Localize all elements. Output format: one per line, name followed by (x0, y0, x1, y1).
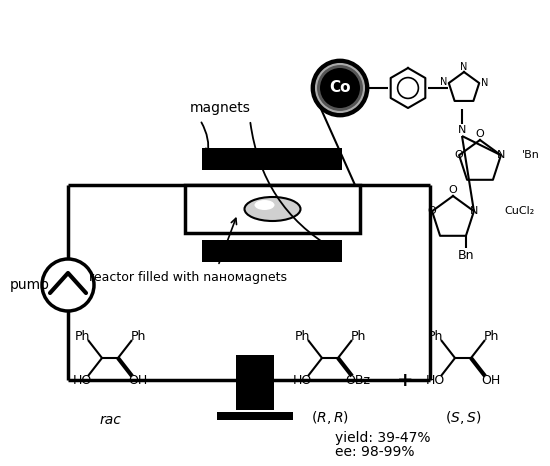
Text: N: N (460, 62, 468, 72)
Text: Bn: Bn (458, 249, 474, 262)
Ellipse shape (245, 197, 300, 221)
Text: N: N (497, 150, 505, 160)
Text: Ph: Ph (130, 329, 146, 343)
Text: HO: HO (425, 374, 444, 386)
Text: N: N (440, 77, 448, 87)
Circle shape (320, 68, 360, 108)
Text: O: O (449, 185, 458, 195)
Text: Ph: Ph (483, 329, 499, 343)
Bar (185, 185, 360, 233)
Text: reactor filled with naномagnets: reactor filled with naномagnets (89, 272, 287, 285)
Bar (202, 148, 342, 170)
Bar (236, 355, 274, 410)
Text: N: N (481, 78, 488, 88)
Text: +: + (397, 370, 413, 390)
Text: Ph: Ph (350, 329, 366, 343)
Text: Co: Co (329, 81, 351, 96)
Text: OH: OH (128, 374, 147, 386)
Text: O: O (476, 129, 485, 139)
Circle shape (312, 60, 368, 116)
Text: OH: OH (481, 374, 500, 386)
Text: rac: rac (99, 413, 121, 427)
Text: Ph: Ph (294, 329, 310, 343)
Text: magnets: magnets (190, 101, 250, 115)
Ellipse shape (255, 200, 274, 210)
Text: O: O (428, 206, 437, 216)
Text: HO: HO (73, 374, 92, 386)
Text: O: O (455, 150, 464, 160)
Circle shape (42, 259, 94, 311)
Circle shape (316, 64, 364, 112)
Text: $(S,S)$: $(S,S)$ (445, 410, 481, 426)
Text: Ph: Ph (74, 329, 90, 343)
Text: ee: 98-99%: ee: 98-99% (335, 445, 415, 459)
Text: CuCl₂: CuCl₂ (504, 206, 534, 216)
Text: Ph: Ph (427, 329, 443, 343)
Bar (217, 412, 293, 420)
Text: yield: 39-47%: yield: 39-47% (335, 431, 431, 445)
Text: N: N (458, 125, 466, 135)
Text: OBz: OBz (345, 374, 371, 386)
Text: $(R,R)$: $(R,R)$ (311, 410, 349, 426)
Text: N: N (470, 206, 478, 216)
Text: HO: HO (293, 374, 312, 386)
Text: 'Bn: 'Bn (522, 150, 540, 160)
Text: pump: pump (10, 278, 50, 292)
Bar (202, 240, 342, 262)
